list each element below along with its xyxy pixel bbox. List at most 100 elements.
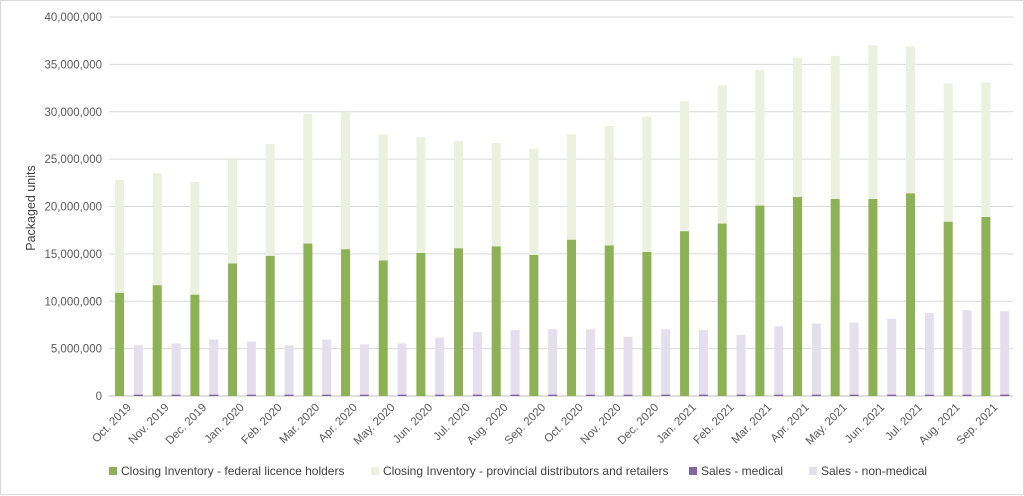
bar-sales-non-medical bbox=[585, 329, 595, 395]
y-axis-tick-labels: 0 5,000,000 10,000,000 15,000,000 20,000,000… bbox=[44, 12, 102, 403]
bar-sales-medical bbox=[209, 394, 219, 396]
bar-closing-inventory-provincial-distributors-and-retailers bbox=[793, 57, 803, 198]
y-tick-label: 10,000,000 bbox=[44, 296, 102, 308]
bar-sales-non-medical bbox=[322, 339, 332, 395]
y-tick-label: 15,000,000 bbox=[44, 249, 102, 261]
bar-closing-inventory-federal-licence-holders bbox=[454, 248, 464, 396]
bar-closing-inventory-provincial-distributors-and-retailers bbox=[454, 141, 464, 249]
x-tick-label: Sep. 2021 bbox=[955, 402, 1001, 448]
bar-closing-inventory-provincial-distributors-and-retailers bbox=[981, 82, 991, 217]
bar-sales-medical bbox=[435, 394, 445, 396]
bar-sales-non-medical bbox=[284, 345, 294, 395]
legend-swatch bbox=[371, 467, 379, 475]
bar-closing-inventory-federal-licence-holders bbox=[341, 249, 351, 396]
bar-sales-medical bbox=[887, 394, 897, 396]
bars bbox=[115, 45, 1010, 396]
legend-swatch bbox=[109, 467, 117, 475]
bar-sales-medical bbox=[585, 394, 595, 396]
legend: Closing Inventory - federal licence hold… bbox=[109, 464, 927, 478]
legend-label: Sales - medical bbox=[701, 464, 783, 478]
bar-sales-non-medical bbox=[623, 336, 633, 395]
bar-closing-inventory-federal-licence-holders bbox=[265, 255, 275, 396]
y-tick-label: 0 bbox=[96, 391, 102, 403]
bar-sales-medical bbox=[623, 394, 633, 396]
bar-closing-inventory-provincial-distributors-and-retailers bbox=[906, 46, 916, 194]
bar-closing-inventory-federal-licence-holders bbox=[378, 260, 388, 396]
bar-sales-non-medical bbox=[510, 330, 520, 395]
bar-closing-inventory-federal-licence-holders bbox=[755, 205, 765, 396]
y-tick-label: 30,000,000 bbox=[44, 107, 102, 119]
bar-sales-medical bbox=[548, 394, 558, 396]
x-tick-label: Dec. 2020 bbox=[616, 402, 662, 448]
bar-closing-inventory-federal-licence-holders bbox=[604, 245, 614, 396]
bar-closing-inventory-provincial-distributors-and-retailers bbox=[680, 101, 690, 232]
bar-sales-non-medical bbox=[849, 322, 859, 395]
bar-sales-medical bbox=[510, 394, 520, 396]
legend-label: Sales - non-medical bbox=[821, 464, 927, 478]
bar-sales-medical bbox=[774, 394, 784, 396]
bar-closing-inventory-provincial-distributors-and-retailers bbox=[416, 137, 426, 253]
bar-sales-medical bbox=[472, 394, 482, 396]
bar-closing-inventory-federal-licence-holders bbox=[717, 223, 727, 396]
bar-sales-non-medical bbox=[246, 341, 256, 395]
bar-closing-inventory-provincial-distributors-and-retailers bbox=[529, 148, 539, 255]
legend-swatch bbox=[809, 467, 817, 475]
bar-closing-inventory-federal-licence-holders bbox=[868, 198, 878, 396]
x-tick-label: Mar. 2021 bbox=[730, 402, 775, 447]
y-tick-label: 5,000,000 bbox=[51, 344, 102, 356]
bar-closing-inventory-provincial-distributors-and-retailers bbox=[604, 125, 614, 246]
bar-closing-inventory-federal-licence-holders bbox=[793, 197, 803, 396]
bar-closing-inventory-federal-licence-holders bbox=[680, 231, 690, 396]
y-tick-label: 35,000,000 bbox=[44, 59, 102, 71]
bar-sales-non-medical bbox=[736, 334, 746, 395]
bar-sales-medical bbox=[962, 394, 972, 396]
bar-sales-non-medical bbox=[962, 310, 972, 395]
bar-sales-non-medical bbox=[661, 329, 671, 395]
bar-sales-medical bbox=[924, 394, 934, 396]
bar-closing-inventory-provincial-distributors-and-retailers bbox=[190, 181, 200, 295]
bar-closing-inventory-federal-licence-holders bbox=[529, 254, 539, 396]
bar-closing-inventory-provincial-distributors-and-retailers bbox=[378, 134, 388, 261]
y-axis-title: Packaged units bbox=[24, 165, 38, 250]
bar-closing-inventory-federal-licence-holders bbox=[152, 285, 162, 396]
legend-label: Closing Inventory - federal licence hold… bbox=[121, 464, 344, 478]
bar-sales-non-medical bbox=[774, 326, 784, 395]
bar-closing-inventory-federal-licence-holders bbox=[567, 239, 577, 396]
bar-sales-medical bbox=[811, 394, 821, 396]
legend-label: Closing Inventory - provincial distribut… bbox=[383, 464, 668, 478]
x-tick-label: Feb. 2020 bbox=[240, 402, 285, 447]
bar-closing-inventory-federal-licence-holders bbox=[303, 243, 313, 396]
bar-sales-non-medical bbox=[548, 329, 558, 395]
bar-sales-non-medical bbox=[472, 332, 482, 395]
x-tick-label: Jun. 2021 bbox=[843, 402, 887, 446]
bar-closing-inventory-federal-licence-holders bbox=[416, 252, 426, 396]
bar-sales-non-medical bbox=[887, 318, 897, 395]
bar-closing-inventory-federal-licence-holders bbox=[190, 294, 200, 396]
bar-sales-medical bbox=[359, 394, 369, 396]
bar-sales-medical bbox=[661, 394, 671, 396]
x-tick-label: May. 2021 bbox=[804, 402, 850, 448]
bar-sales-medical bbox=[698, 394, 708, 396]
bar-sales-non-medical bbox=[924, 313, 934, 395]
bar-closing-inventory-provincial-distributors-and-retailers bbox=[265, 143, 275, 256]
bar-closing-inventory-federal-licence-holders bbox=[906, 193, 916, 396]
bar-closing-inventory-provincial-distributors-and-retailers bbox=[642, 116, 652, 252]
bar-sales-medical bbox=[322, 394, 332, 396]
bar-sales-non-medical bbox=[435, 337, 445, 395]
bar-closing-inventory-provincial-distributors-and-retailers bbox=[152, 173, 162, 286]
bar-closing-inventory-provincial-distributors-and-retailers bbox=[115, 179, 125, 293]
bar-closing-inventory-federal-licence-holders bbox=[115, 292, 125, 396]
bar-sales-non-medical bbox=[698, 330, 708, 395]
x-tick-label: Sep. 2020 bbox=[503, 402, 549, 448]
bar-sales-non-medical bbox=[359, 344, 369, 395]
bar-sales-non-medical bbox=[171, 343, 181, 395]
bar-sales-non-medical bbox=[397, 343, 407, 395]
bar-closing-inventory-provincial-distributors-and-retailers bbox=[830, 55, 840, 199]
y-tick-label: 20,000,000 bbox=[44, 202, 102, 214]
bar-closing-inventory-provincial-distributors-and-retailers bbox=[755, 70, 765, 206]
x-tick-label: May. 2020 bbox=[352, 402, 398, 448]
bar-closing-inventory-provincial-distributors-and-retailers bbox=[341, 111, 351, 250]
